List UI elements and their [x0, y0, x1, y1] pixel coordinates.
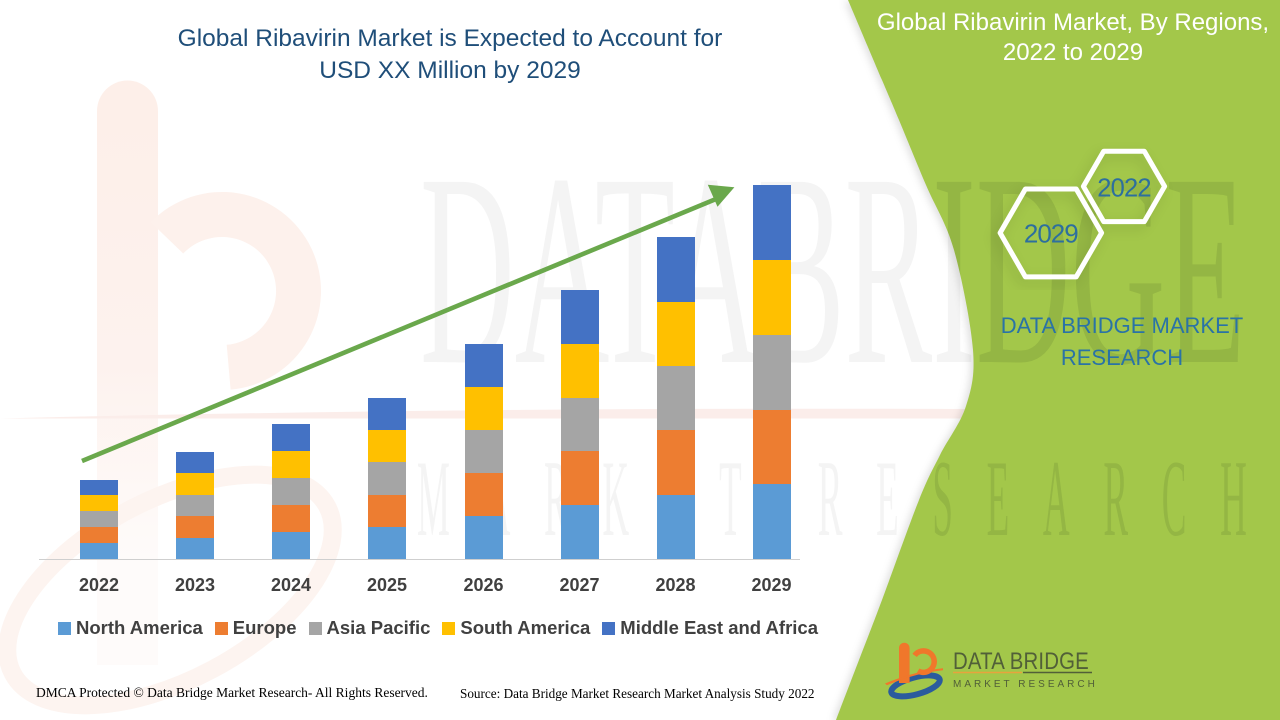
- svg-text:2022: 2022: [1097, 175, 1151, 203]
- svg-text:DATA BRIDGE: DATA BRIDGE: [953, 647, 1089, 674]
- svg-text:2029: 2029: [1024, 219, 1078, 249]
- svg-text:MARKET RESEARCH: MARKET RESEARCH: [953, 679, 1098, 690]
